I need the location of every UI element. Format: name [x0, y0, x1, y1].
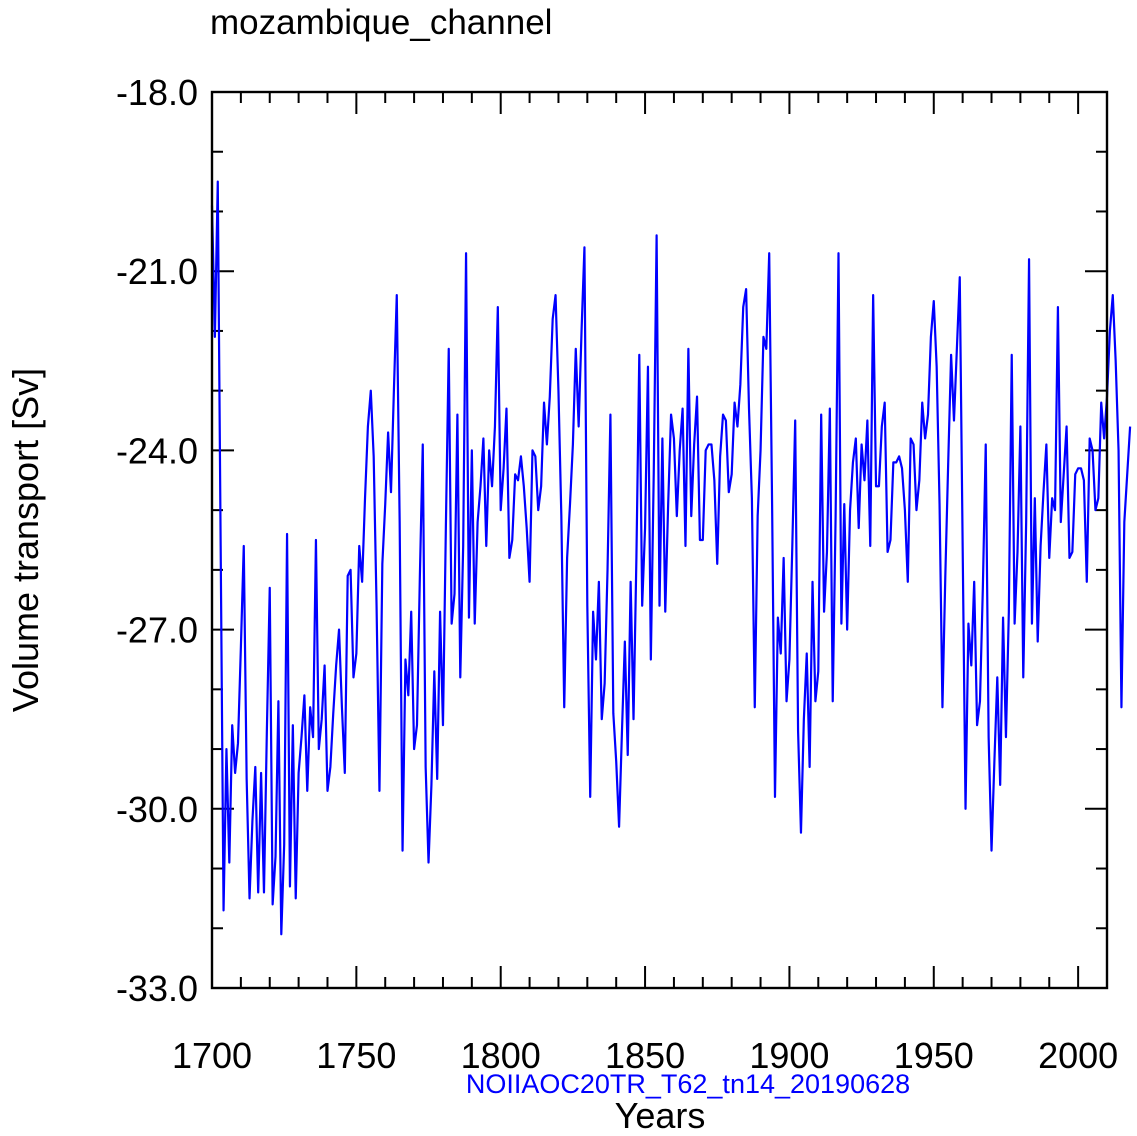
x-tick-label: 2000: [1038, 1035, 1118, 1076]
y-tick-label: -21.0: [116, 251, 198, 292]
y-axis-label: Volume transport [Sv]: [5, 368, 46, 712]
x-axis-label: Years: [615, 1095, 706, 1136]
x-tick-label: 1750: [316, 1035, 396, 1076]
x-tick-label: 1700: [172, 1035, 252, 1076]
series-line: [210, 180, 1132, 936]
chart-title: mozambique_channel: [210, 3, 552, 42]
subtitle-label: NOIIAOC20TR_T62_tn14_20190628: [466, 1069, 910, 1099]
y-tick-label: -24.0: [116, 430, 198, 471]
axis-tick-labels: 1700 1750 1800 1850 1900 1950 2000 -18.0 -21.0 -2…: [116, 72, 1118, 1076]
plot-frame: [210, 90, 1109, 990]
x-tick-label: 1900: [749, 1035, 829, 1076]
x-tick-label: 1850: [605, 1035, 685, 1076]
x-tick-label: 1950: [894, 1035, 974, 1076]
axis-ticks: [211, 91, 1108, 989]
x-tick-label: 1800: [461, 1035, 541, 1076]
y-tick-label: -18.0: [116, 72, 198, 113]
y-tick-label: -27.0: [116, 610, 198, 651]
y-tick-label: -30.0: [116, 789, 198, 830]
y-tick-label: -33.0: [116, 968, 198, 1009]
